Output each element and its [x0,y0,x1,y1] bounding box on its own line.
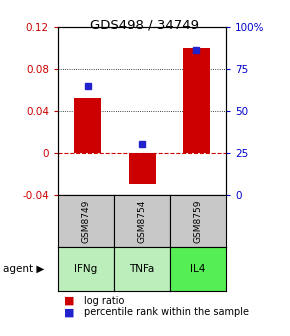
Text: agent ▶: agent ▶ [3,264,44,274]
Text: log ratio: log ratio [84,296,124,306]
Text: GSM8749: GSM8749 [81,199,90,243]
Text: GDS498 / 34749: GDS498 / 34749 [90,18,200,32]
Bar [128,153,156,184]
Text: GSM8754: GSM8754 [137,199,147,243]
Text: ■: ■ [64,296,74,306]
Text: IFNg: IFNg [75,264,98,274]
Text: percentile rank within the sample: percentile rank within the sample [84,307,249,318]
Text: IL4: IL4 [191,264,206,274]
Text: ■: ■ [64,307,74,318]
Bar [183,48,210,153]
Bar [74,98,101,153]
Text: GSM8759: GSM8759 [194,199,203,243]
Text: TNFa: TNFa [129,264,155,274]
